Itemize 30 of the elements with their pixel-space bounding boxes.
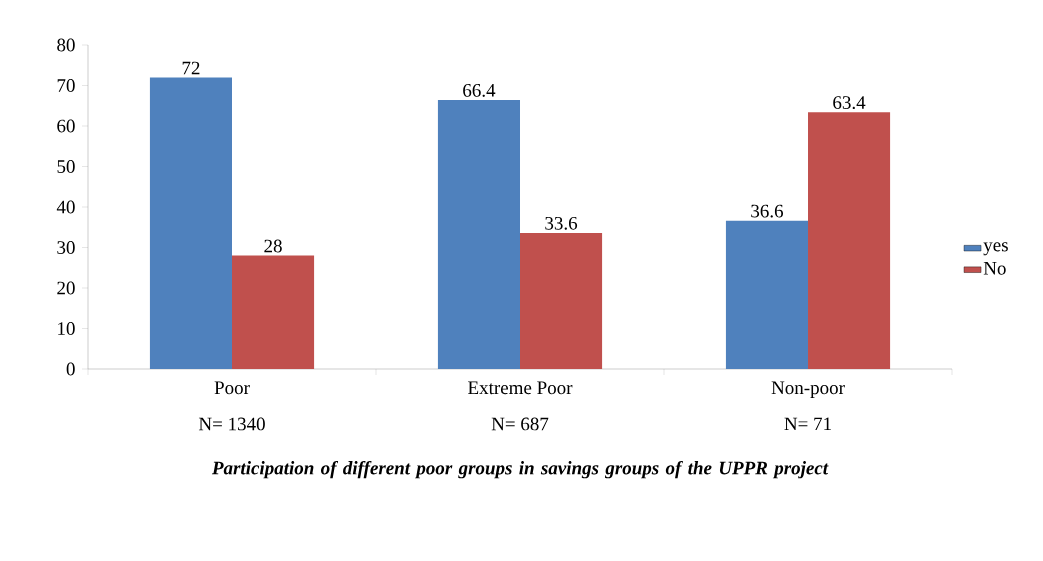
x-tick-label: Extreme Poor — [468, 381, 573, 395]
y-tick-label: 80 — [57, 38, 75, 52]
bar — [725, 220, 809, 370]
y-tick-label: 60 — [57, 119, 75, 133]
data-label: 36.6 — [751, 204, 784, 218]
x-tick-label: Non-poor — [771, 381, 845, 399]
y-tick-label: 70 — [57, 79, 75, 92]
legend-label: No — [983, 262, 1006, 275]
x-axis-title: Participation of different poor groups in savings groups of the UPPR project — [211, 460, 829, 479]
bar — [520, 232, 603, 370]
x-tick-label: Poor — [214, 381, 250, 395]
y-tick-label: 50 — [57, 160, 75, 173]
data-label: 63.4 — [833, 96, 866, 110]
y-tick-label: 10 — [58, 322, 75, 335]
legend-label: yes — [983, 242, 1008, 256]
data-label: 72 — [182, 61, 200, 75]
y-tick-label: 30 — [57, 241, 75, 254]
y-tick-label: 0 — [66, 362, 75, 376]
data-label: 66.4 — [463, 84, 496, 97]
data-label: 28 — [264, 239, 282, 253]
bar — [808, 112, 891, 370]
y-tick-label: 40 — [56, 200, 75, 214]
y-tick-label: 20 — [57, 281, 75, 295]
bar — [149, 77, 232, 370]
bar — [232, 255, 315, 370]
text: N= 687 — [491, 417, 549, 431]
bar — [437, 100, 520, 370]
text: N= 1340 — [198, 417, 265, 431]
data-label: 33.6 — [545, 216, 578, 230]
text: N= 71 — [784, 417, 831, 431]
